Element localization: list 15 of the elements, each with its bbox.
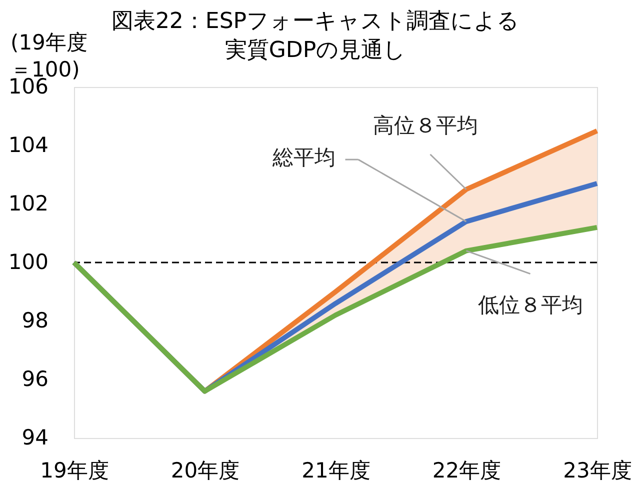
x-tick-label: 22年度 (432, 458, 502, 482)
text: 総平均 (271, 146, 336, 170)
y-tick-label: 98 (22, 308, 48, 332)
y-tick-label: 94 (22, 426, 48, 450)
x-tick-label: 23年度 (563, 458, 632, 482)
text: 高位８平均 (372, 113, 478, 138)
y-tick-label: 100 (8, 250, 48, 274)
x-tick-label: 20年度 (170, 458, 240, 482)
x-tick-label: 19年度 (40, 458, 109, 482)
text: 低位８平均 (478, 292, 583, 317)
y-tick-label: 104 (8, 133, 48, 157)
y-tick-label: 102 (8, 192, 48, 216)
chart-title: 図表22：ESPフォーキャスト調査による実質GDPの見通し (111, 9, 520, 63)
x-tick-label: 21年度 (302, 458, 370, 482)
y-tick-label: 96 (22, 367, 48, 391)
